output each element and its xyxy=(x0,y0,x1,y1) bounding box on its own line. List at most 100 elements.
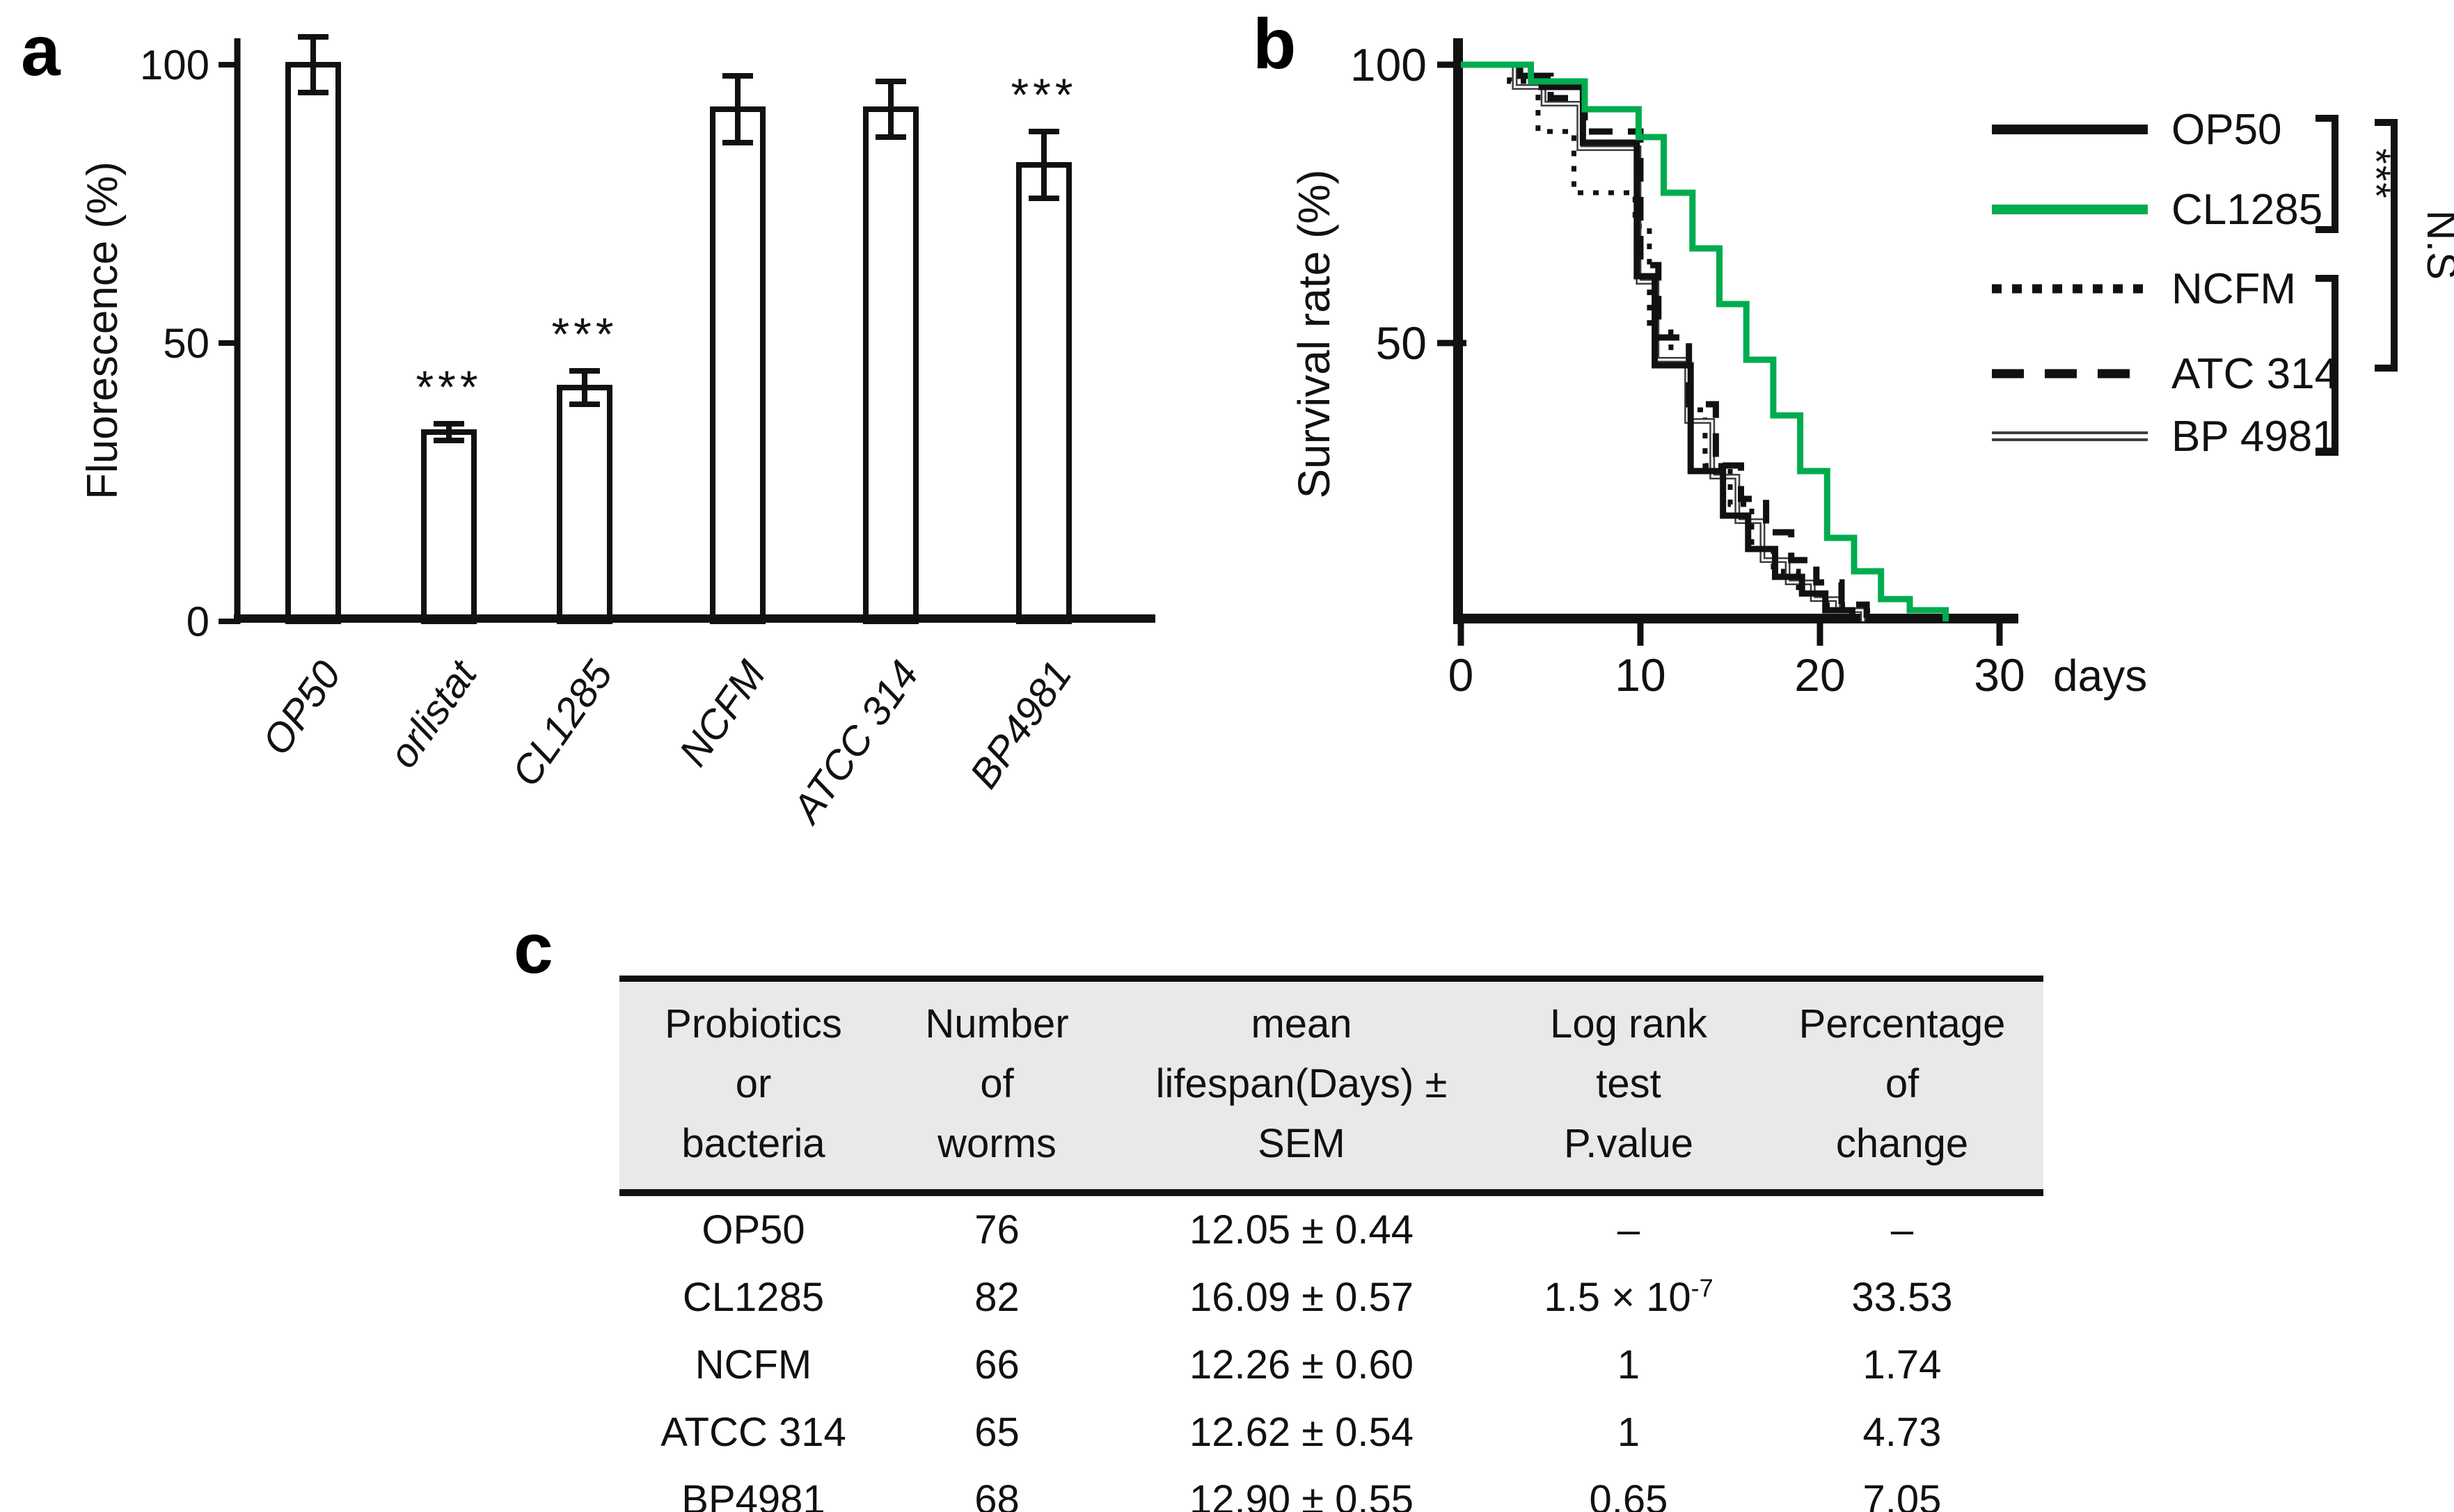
table-cell: 1.5 × 10-7 xyxy=(1496,1264,1761,1331)
table-header-cell: Number of worms xyxy=(887,976,1107,1196)
table-cell: 33.53 xyxy=(1851,1274,1953,1320)
panel-c-label: c xyxy=(514,909,553,988)
table-header-cell: Log rank test P.value xyxy=(1496,976,1761,1196)
bar-BP4981 xyxy=(1016,162,1072,624)
table-header-line: P.value xyxy=(1564,1121,1693,1166)
x-axis-unit-label: days xyxy=(2053,651,2147,701)
x-category-label: ATCC 314 xyxy=(783,653,928,828)
legend-label-BP 4981: BP 4981 xyxy=(2171,413,2336,461)
table-cell: CL1285 xyxy=(682,1274,825,1320)
table-row: CL1285 82 16.09 ± 0.57 1.5 × 10-7 33.53 xyxy=(619,1264,2043,1331)
table-cell: 4.73 xyxy=(1862,1409,1942,1455)
table-cell: 12.26 ± 0.60 xyxy=(1189,1342,1414,1387)
table-cell-exponent: -7 xyxy=(1691,1273,1713,1303)
table-row: BP4981 68 12.90 ± 0.55 0.65 7.05 xyxy=(619,1466,2043,1512)
table-cell: 0.65 xyxy=(1589,1477,1668,1512)
curve-CL1285 xyxy=(1461,61,1949,621)
table-header-line: change xyxy=(1835,1121,1969,1166)
y-tick-label: 100 xyxy=(1350,39,1427,90)
table-cell-base: 1.5 × 10 xyxy=(1544,1274,1691,1320)
table-header-line: worms xyxy=(937,1121,1056,1166)
table-header-cell: Percentage of change xyxy=(1761,976,2043,1196)
significance-stars: *** xyxy=(551,308,617,360)
table-cell: 12.90 ± 0.55 xyxy=(1189,1477,1414,1512)
bracket-ns xyxy=(2375,119,2398,372)
table-cell: 12.05 ± 0.44 xyxy=(1189,1207,1414,1252)
table-header-line: SEM xyxy=(1258,1121,1345,1166)
bar-OP50 xyxy=(285,62,341,624)
x-tick-label: 10 xyxy=(1615,649,1665,701)
table-cell: 65 xyxy=(974,1409,1020,1455)
table-cell: – xyxy=(1890,1207,1914,1252)
survival-rate-chart: 100 50 Survival rate (%) 0 10 20 30 days OP50 CL1… xyxy=(1289,38,2454,701)
x-tick-label: 20 xyxy=(1794,649,1845,701)
table-cell: 66 xyxy=(974,1342,1020,1387)
legend-label-NCFM: NCFM xyxy=(2171,265,2296,313)
table-header-line: of xyxy=(1885,1061,1919,1106)
bracket-probiotic-group xyxy=(2316,275,2338,456)
legend-label-ATC 314: ATC 314 xyxy=(2171,350,2338,398)
y-tick-label: 50 xyxy=(163,320,209,367)
bar-ATCC 314 xyxy=(863,106,919,624)
x-category-label: OP50 xyxy=(253,653,349,763)
table-cell: ATCC 314 xyxy=(660,1409,846,1455)
table-cell: 1 xyxy=(1617,1342,1640,1387)
significance-stars: *** xyxy=(415,361,482,413)
table-header-line: Log rank xyxy=(1550,1001,1707,1047)
table-header-row: Probiotics or bacteria Number of worms mean lif… xyxy=(619,976,2043,1196)
table-cell: NCFM xyxy=(695,1342,812,1387)
panel-a-label: a xyxy=(21,11,61,90)
x-tick-label: 0 xyxy=(1448,649,1474,701)
table-row: ATCC 314 65 12.62 ± 0.54 1 4.73 xyxy=(619,1399,2043,1466)
table-row: NCFM 66 12.26 ± 0.60 1 1.74 xyxy=(619,1331,2043,1399)
table-cell: BP4981 xyxy=(681,1477,825,1512)
table-header-line: mean xyxy=(1251,1001,1352,1047)
curve-NCFM xyxy=(1461,62,1876,621)
table-header-line: bacteria xyxy=(681,1121,825,1166)
panel-b-label: b xyxy=(1253,4,1297,83)
x-category-label: BP4981 xyxy=(961,653,1081,796)
curve-ATC 314 xyxy=(1461,61,1870,621)
table-cell: 1 xyxy=(1617,1409,1640,1455)
table-header-line: test xyxy=(1596,1061,1661,1106)
bar-orlistat xyxy=(421,429,477,624)
y-tick-label: 100 xyxy=(140,42,209,88)
y-tick-label: 0 xyxy=(187,598,209,645)
bar-CL1285 xyxy=(557,385,612,624)
bar-NCFM xyxy=(710,106,766,624)
table-header-line: Number xyxy=(925,1001,1069,1047)
ns-annotation: N.S xyxy=(2419,210,2454,280)
table-cell: OP50 xyxy=(702,1207,805,1252)
x-tick-label: 30 xyxy=(1974,649,2025,701)
table-header-cell: mean lifespan(Days) ± SEM xyxy=(1107,976,1496,1196)
table-cell: 76 xyxy=(974,1207,1020,1252)
table-header-line: Probiotics xyxy=(665,1001,842,1047)
table-header-cell: Probiotics or bacteria xyxy=(619,976,887,1196)
table-cell: 1.74 xyxy=(1862,1342,1942,1387)
table-header-line: Percentage xyxy=(1798,1001,2006,1047)
legend-label-OP50: OP50 xyxy=(2171,106,2282,154)
x-category-label: orlistat xyxy=(380,651,486,777)
table-cell: 16.09 ± 0.57 xyxy=(1189,1274,1414,1320)
significance-stars: *** xyxy=(1011,69,1077,120)
table-cell: 7.05 xyxy=(1862,1477,1942,1512)
pairwise-significance-stars: *** xyxy=(2353,148,2398,200)
x-category-label: CL1285 xyxy=(503,653,622,795)
table-cell: 82 xyxy=(974,1274,1020,1320)
y-axis-title: Survival rate (%) xyxy=(1289,170,1339,499)
legend-label-CL1285: CL1285 xyxy=(2171,186,2322,234)
table-header-line: or xyxy=(735,1061,772,1106)
fluorescence-bar-chart: 0 50 100 Fluorescence (%) OP50 *** orlistat ***… xyxy=(79,34,1155,828)
table-cell: 12.62 ± 0.54 xyxy=(1189,1409,1414,1455)
x-category-label: NCFM xyxy=(670,653,775,774)
table-row: OP50 76 12.05 ± 0.44 – – xyxy=(619,1193,2043,1264)
y-axis-title: Fluorescence (%) xyxy=(79,161,127,500)
y-tick-label: 50 xyxy=(1376,317,1427,369)
lifespan-statistics-table: Probiotics or bacteria Number of worms mean lif… xyxy=(619,976,2043,1512)
table-header-line: lifespan(Days) ± xyxy=(1155,1061,1448,1106)
curve-OP50 xyxy=(1461,61,1855,621)
table-header-line: of xyxy=(980,1061,1014,1106)
table-cell: – xyxy=(1617,1207,1640,1252)
bracket-op50-cl1285 xyxy=(2316,115,2338,233)
